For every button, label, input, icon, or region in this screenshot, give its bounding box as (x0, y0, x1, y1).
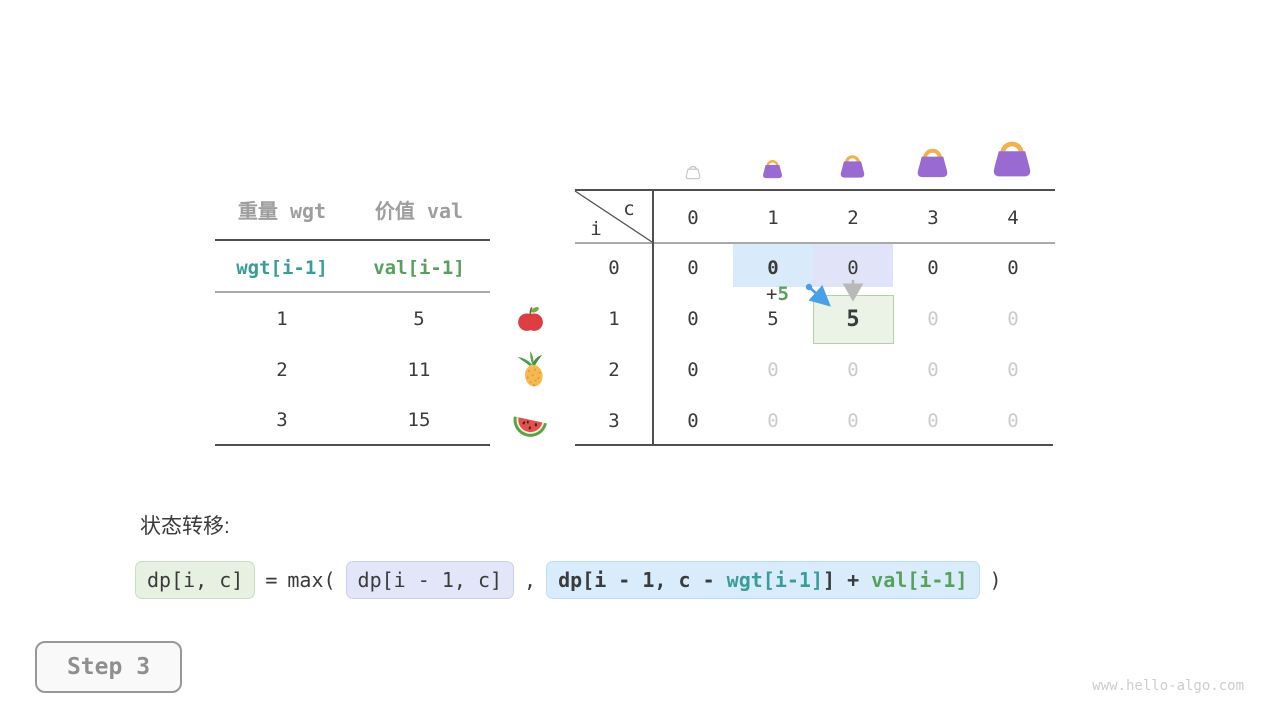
watermelon-icon (511, 403, 549, 441)
transition-formula: dp[i, c] = max( dp[i - 1, c] , dp[i - 1,… (135, 561, 1002, 599)
term2-wgt-part: wgt[i-1] (726, 568, 823, 592)
term2-val-part: val[i-1] (871, 568, 968, 592)
dp-table-bottom-rule (575, 444, 1053, 446)
formula-close-paren: ) (989, 568, 1002, 592)
dp-row-header: 0 (608, 257, 620, 279)
dp-row-header: 1 (608, 308, 620, 330)
dp-cell-0-0: 0 (687, 257, 699, 279)
dp-cell-3-4: 0 (1007, 410, 1019, 432)
items-table-bottom-rule (215, 444, 490, 446)
dp-cell-0-3: 0 (927, 257, 939, 279)
dp-cell-2-4: 0 (1007, 359, 1019, 381)
item-row-wgt: 1 (276, 308, 288, 330)
bag-outline-icon (684, 162, 702, 180)
formula-lhs-box: dp[i, c] (135, 561, 256, 599)
dp-cell-2-2: 0 (847, 359, 859, 381)
items-val-formula: val[i-1] (373, 257, 465, 279)
dp-col-header: 2 (847, 207, 859, 229)
dp-cell-2-3: 0 (927, 359, 939, 381)
dp-row-header: 3 (608, 410, 620, 432)
item-row-val: 11 (407, 359, 431, 381)
plus-value-annotation: +5 (766, 285, 789, 304)
formula-term2-box: dp[i - 1, c - wgt[i-1]] + val[i-1] (546, 561, 980, 599)
items-value-header: 价值 val (374, 199, 464, 223)
items-table-header-rule (215, 239, 490, 241)
dp-cell-1-2: 5 (846, 307, 860, 332)
item-row-wgt: 3 (276, 409, 288, 431)
term2-plus-part: ] + (823, 568, 872, 592)
dp-cell-0-2: 0 (847, 257, 859, 279)
bag-small-icon (760, 155, 785, 180)
item-row-wgt: 2 (276, 359, 288, 381)
bag-medium-icon (837, 149, 868, 180)
items-table-mid-rule (215, 291, 490, 293)
dp-col-header: 1 (767, 207, 779, 229)
dp-cell-1-4: 0 (1007, 308, 1019, 330)
dp-cell-1-3: 0 (927, 308, 939, 330)
formula-max-open: max( (287, 568, 336, 592)
formula-term1-box: dp[i - 1, c] (345, 561, 515, 599)
dp-cell-0-1: 0 (767, 257, 779, 279)
dp-corner-row-var: i (590, 218, 602, 240)
term2-dp-part: dp[i - 1, c - (558, 568, 727, 592)
dp-col-header: 0 (687, 207, 699, 229)
item-row-val: 5 (413, 308, 425, 330)
dp-table-header-rule (575, 242, 1055, 244)
highlight-source-item-cell (813, 244, 893, 287)
dp-col-header: 3 (927, 207, 939, 229)
dp-corner-col-var: c (623, 198, 635, 220)
dp-cell-1-1: 5 (767, 308, 779, 330)
watermark: www.hello-algo.com (1092, 678, 1244, 694)
transition-label: 状态转移: (140, 515, 230, 538)
formula-equals: = (265, 568, 278, 592)
dp-table-top-rule (575, 189, 1055, 191)
dp-cell-3-0: 0 (687, 410, 699, 432)
bag-large-icon (913, 141, 952, 180)
items-weight-header: 重量 wgt (237, 199, 327, 223)
item-row-val: 15 (407, 409, 431, 431)
dp-row-header: 2 (608, 359, 620, 381)
dp-table-vertical-rule (652, 190, 654, 445)
pineapple-icon (515, 351, 552, 388)
formula-comma: , (524, 568, 537, 592)
dp-cell-3-3: 0 (927, 410, 939, 432)
dp-cell-2-1: 0 (767, 359, 779, 381)
dp-cell-3-1: 0 (767, 410, 779, 432)
dp-cell-3-2: 0 (847, 410, 859, 432)
dp-cell-0-4: 0 (1007, 257, 1019, 279)
dp-cell-2-0: 0 (687, 359, 699, 381)
apple-icon (514, 302, 547, 335)
step-label: Step 3 (66, 654, 151, 680)
highlight-source-max-cell (733, 244, 813, 287)
bag-xlarge-icon (988, 132, 1036, 180)
dp-cell-1-0: 0 (687, 308, 699, 330)
dp-col-header: 4 (1007, 207, 1019, 229)
annotation-value: 5 (777, 283, 789, 305)
items-wgt-formula: wgt[i-1] (236, 257, 328, 279)
annotation-plus: + (766, 283, 778, 305)
corner-diagonal-line (574, 190, 653, 243)
step-badge: Step 3 (35, 641, 182, 693)
